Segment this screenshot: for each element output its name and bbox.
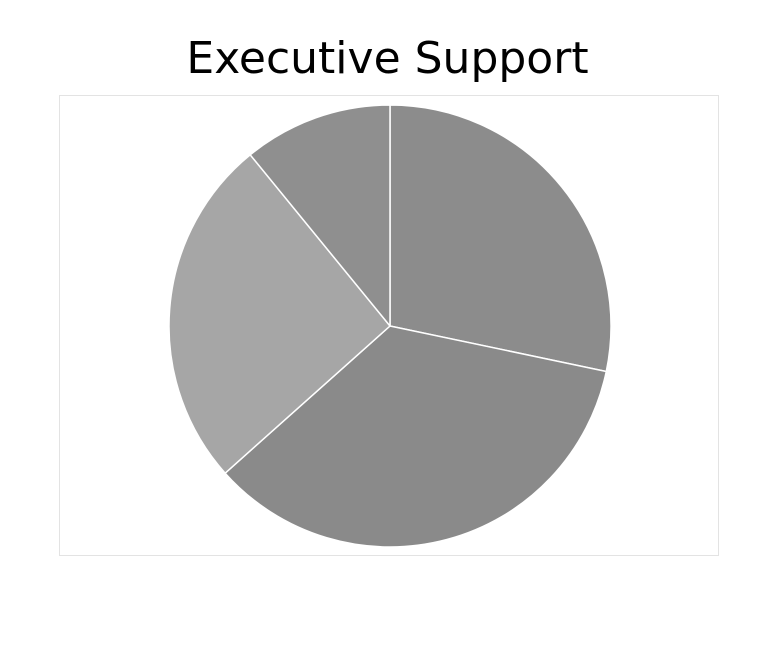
- chart-title: Executive Support: [0, 30, 775, 88]
- pie-chart: [60, 96, 720, 557]
- plot-area: [59, 95, 719, 556]
- pie-slice-1: [390, 105, 611, 372]
